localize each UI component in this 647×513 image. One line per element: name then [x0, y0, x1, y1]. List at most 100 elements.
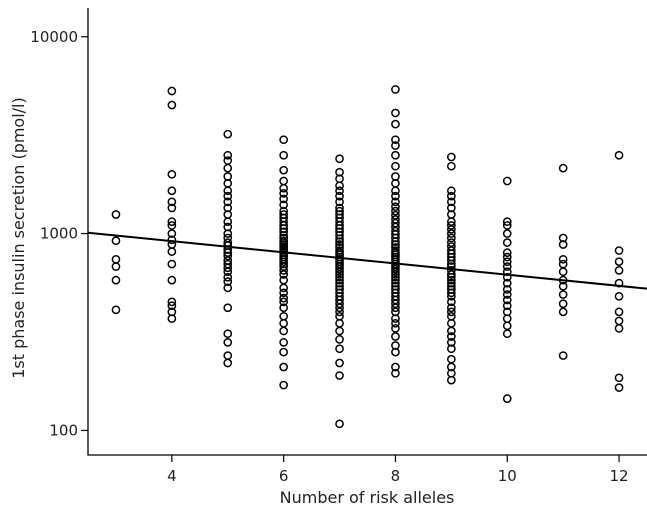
data-point [335, 181, 344, 191]
data-point [279, 194, 288, 204]
data-point [223, 172, 233, 181]
data-point [335, 358, 344, 368]
data-point [447, 203, 456, 213]
data-point [614, 383, 624, 392]
data-point [558, 281, 568, 291]
data-point [614, 291, 624, 301]
data-point [279, 380, 288, 390]
data-point [502, 272, 512, 282]
data-point [167, 186, 177, 196]
data-point [335, 206, 344, 216]
data-point [447, 307, 456, 317]
data-point [447, 318, 456, 328]
data-point [391, 243, 400, 252]
data-point [335, 186, 344, 196]
data-point [391, 135, 400, 145]
data-point [279, 210, 288, 219]
regression-line [87, 231, 647, 290]
data-point [335, 275, 344, 285]
data-point [391, 275, 400, 285]
data-point [502, 262, 512, 271]
data-point [502, 301, 512, 311]
data-point [167, 259, 177, 269]
data-point [558, 351, 568, 360]
data-point [167, 86, 177, 96]
data-point [447, 338, 456, 347]
data-point [223, 283, 233, 293]
data-point [223, 197, 233, 207]
data-point [279, 288, 288, 298]
data-point [223, 217, 233, 226]
data-point [279, 183, 288, 193]
data-point [223, 272, 233, 282]
data-point [447, 152, 456, 162]
data-point [223, 150, 233, 160]
data-point [223, 191, 233, 201]
x-axis-title: Number of risk alleles [280, 488, 455, 507]
data-point [614, 246, 624, 255]
data-point [391, 172, 400, 181]
data-point [391, 332, 400, 341]
data-point [167, 203, 177, 213]
data-point [447, 354, 456, 364]
data-point [223, 163, 233, 173]
data-point [279, 206, 288, 216]
data-point [447, 281, 456, 291]
data-point [279, 135, 288, 145]
plot-area [87, 85, 647, 429]
data-point [279, 311, 288, 321]
data-point [502, 394, 512, 403]
data-point [279, 189, 288, 198]
data-point [447, 242, 456, 251]
data-point [502, 221, 512, 230]
data-point [558, 290, 568, 299]
data-point [223, 303, 233, 313]
data-point [447, 344, 456, 354]
data-point [614, 150, 624, 160]
y-tick-label: 1000 [40, 225, 78, 243]
data-point [335, 240, 344, 249]
data-point [167, 297, 177, 307]
data-point [391, 362, 400, 372]
data-point [167, 221, 177, 230]
x-tick-label: 4 [167, 467, 177, 485]
data-point [335, 285, 344, 294]
data-point [502, 307, 512, 317]
data-point [614, 324, 624, 333]
data-point [279, 165, 288, 175]
x-tick-label: 10 [498, 467, 517, 485]
data-point [614, 266, 624, 275]
data-point [502, 321, 512, 331]
data-point [223, 351, 233, 360]
data-point [223, 129, 233, 139]
data-point [447, 262, 456, 271]
data-point [391, 285, 400, 294]
data-point [558, 233, 568, 243]
data-point [558, 163, 568, 173]
data-point [279, 283, 288, 293]
data-point [558, 254, 568, 264]
data-point [391, 281, 400, 291]
data-point [279, 297, 288, 307]
x-axis-ticks: 4 6 8 10 12 [167, 455, 629, 485]
data-point [223, 259, 233, 269]
data-point [447, 303, 456, 313]
data-point [502, 176, 512, 186]
data-point [279, 266, 288, 275]
data-point [223, 338, 233, 347]
data-point [167, 100, 177, 110]
data-point [335, 246, 344, 255]
data-point [279, 275, 288, 285]
data-point [335, 335, 344, 344]
data-point [391, 141, 400, 150]
data-point [167, 247, 177, 256]
data-point [447, 332, 456, 341]
data-point [111, 236, 121, 246]
data-point [502, 229, 512, 238]
data-point [558, 259, 568, 269]
data-point [167, 275, 177, 285]
data-point [502, 295, 512, 305]
data-point [279, 293, 288, 303]
data-point [391, 197, 400, 207]
data-point [223, 251, 233, 261]
